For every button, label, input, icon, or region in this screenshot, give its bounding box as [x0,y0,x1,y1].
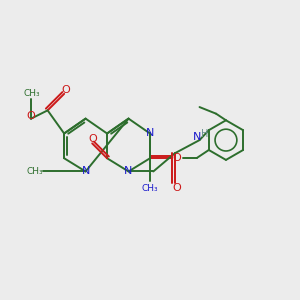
Text: N: N [146,128,154,139]
Text: N: N [194,132,202,142]
Text: H: H [201,129,208,139]
Text: N: N [124,167,133,176]
Text: O: O [172,183,181,193]
Text: O: O [89,134,98,144]
Text: N: N [81,167,90,176]
Text: CH₃: CH₃ [24,89,40,98]
Text: O: O [62,85,70,95]
Text: O: O [172,153,181,163]
Text: CH₃: CH₃ [142,184,158,193]
Text: O: O [27,111,35,121]
Text: CH₃: CH₃ [26,167,43,176]
